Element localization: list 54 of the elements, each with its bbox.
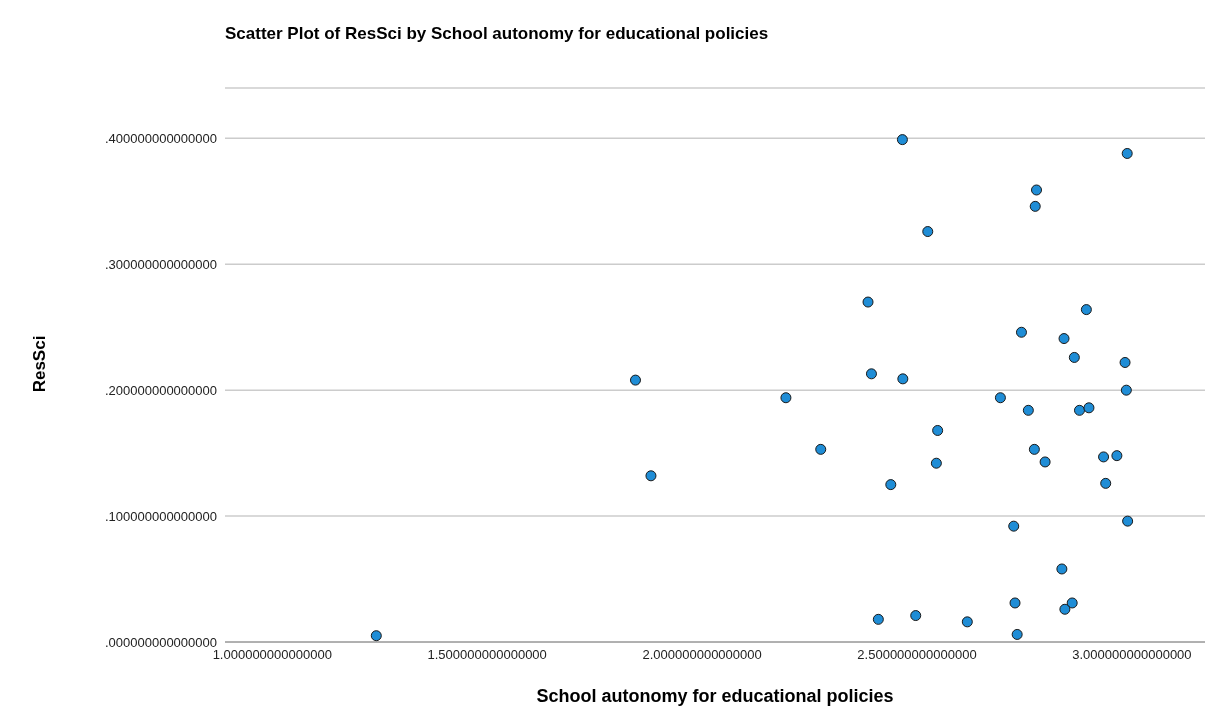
point — [897, 373, 909, 385]
point — [1009, 597, 1021, 609]
y-tick-label: .000000000000000 — [104, 634, 217, 650]
point — [1056, 563, 1068, 575]
y-axis-title: ResSci — [30, 335, 51, 393]
point — [1022, 404, 1034, 416]
point — [1122, 515, 1134, 527]
point — [1058, 333, 1070, 345]
point — [910, 610, 922, 622]
point — [780, 392, 792, 404]
x-tick-label: 2.000000000000000 — [642, 647, 762, 663]
point — [1068, 351, 1080, 363]
point — [1100, 477, 1112, 489]
point — [1011, 628, 1023, 640]
point — [1083, 402, 1095, 414]
point — [896, 134, 908, 146]
point — [1073, 404, 1085, 416]
x-tick-label: 2.500000000000000 — [857, 647, 977, 663]
point — [1059, 603, 1071, 615]
point — [1008, 520, 1020, 532]
point — [932, 424, 944, 436]
point — [1119, 356, 1131, 368]
point — [1121, 147, 1133, 159]
y-tick-label: .300000000000000 — [104, 256, 217, 272]
x-tick-label: 1.000000000000000 — [212, 647, 332, 663]
x-axis-title: School autonomy for educational policies — [535, 686, 895, 707]
point — [815, 443, 827, 455]
point — [1015, 326, 1027, 338]
point — [872, 613, 884, 625]
point — [645, 470, 657, 482]
y-tick-label: .400000000000000 — [104, 130, 217, 146]
point — [1029, 200, 1041, 212]
point — [930, 457, 942, 469]
point — [1028, 443, 1040, 455]
point — [994, 392, 1006, 404]
point — [1066, 597, 1078, 609]
point — [885, 479, 897, 491]
point — [629, 374, 641, 386]
point — [1039, 456, 1051, 468]
point — [1031, 184, 1043, 196]
point — [961, 616, 973, 628]
point — [1111, 450, 1123, 462]
point — [1080, 304, 1092, 316]
x-tick-label: 3.000000000000000 — [1072, 647, 1192, 663]
point — [862, 296, 874, 308]
point — [1098, 451, 1110, 463]
point — [865, 368, 877, 380]
point — [922, 226, 934, 238]
x-tick-label: 1.500000000000000 — [427, 647, 547, 663]
y-tick-label: .100000000000000 — [104, 508, 217, 524]
y-tick-label: .200000000000000 — [104, 382, 217, 398]
chart-title: Scatter Plot of ResSci by School autonomy for educational policies — [225, 24, 769, 44]
point — [370, 630, 382, 642]
point — [1120, 384, 1132, 396]
